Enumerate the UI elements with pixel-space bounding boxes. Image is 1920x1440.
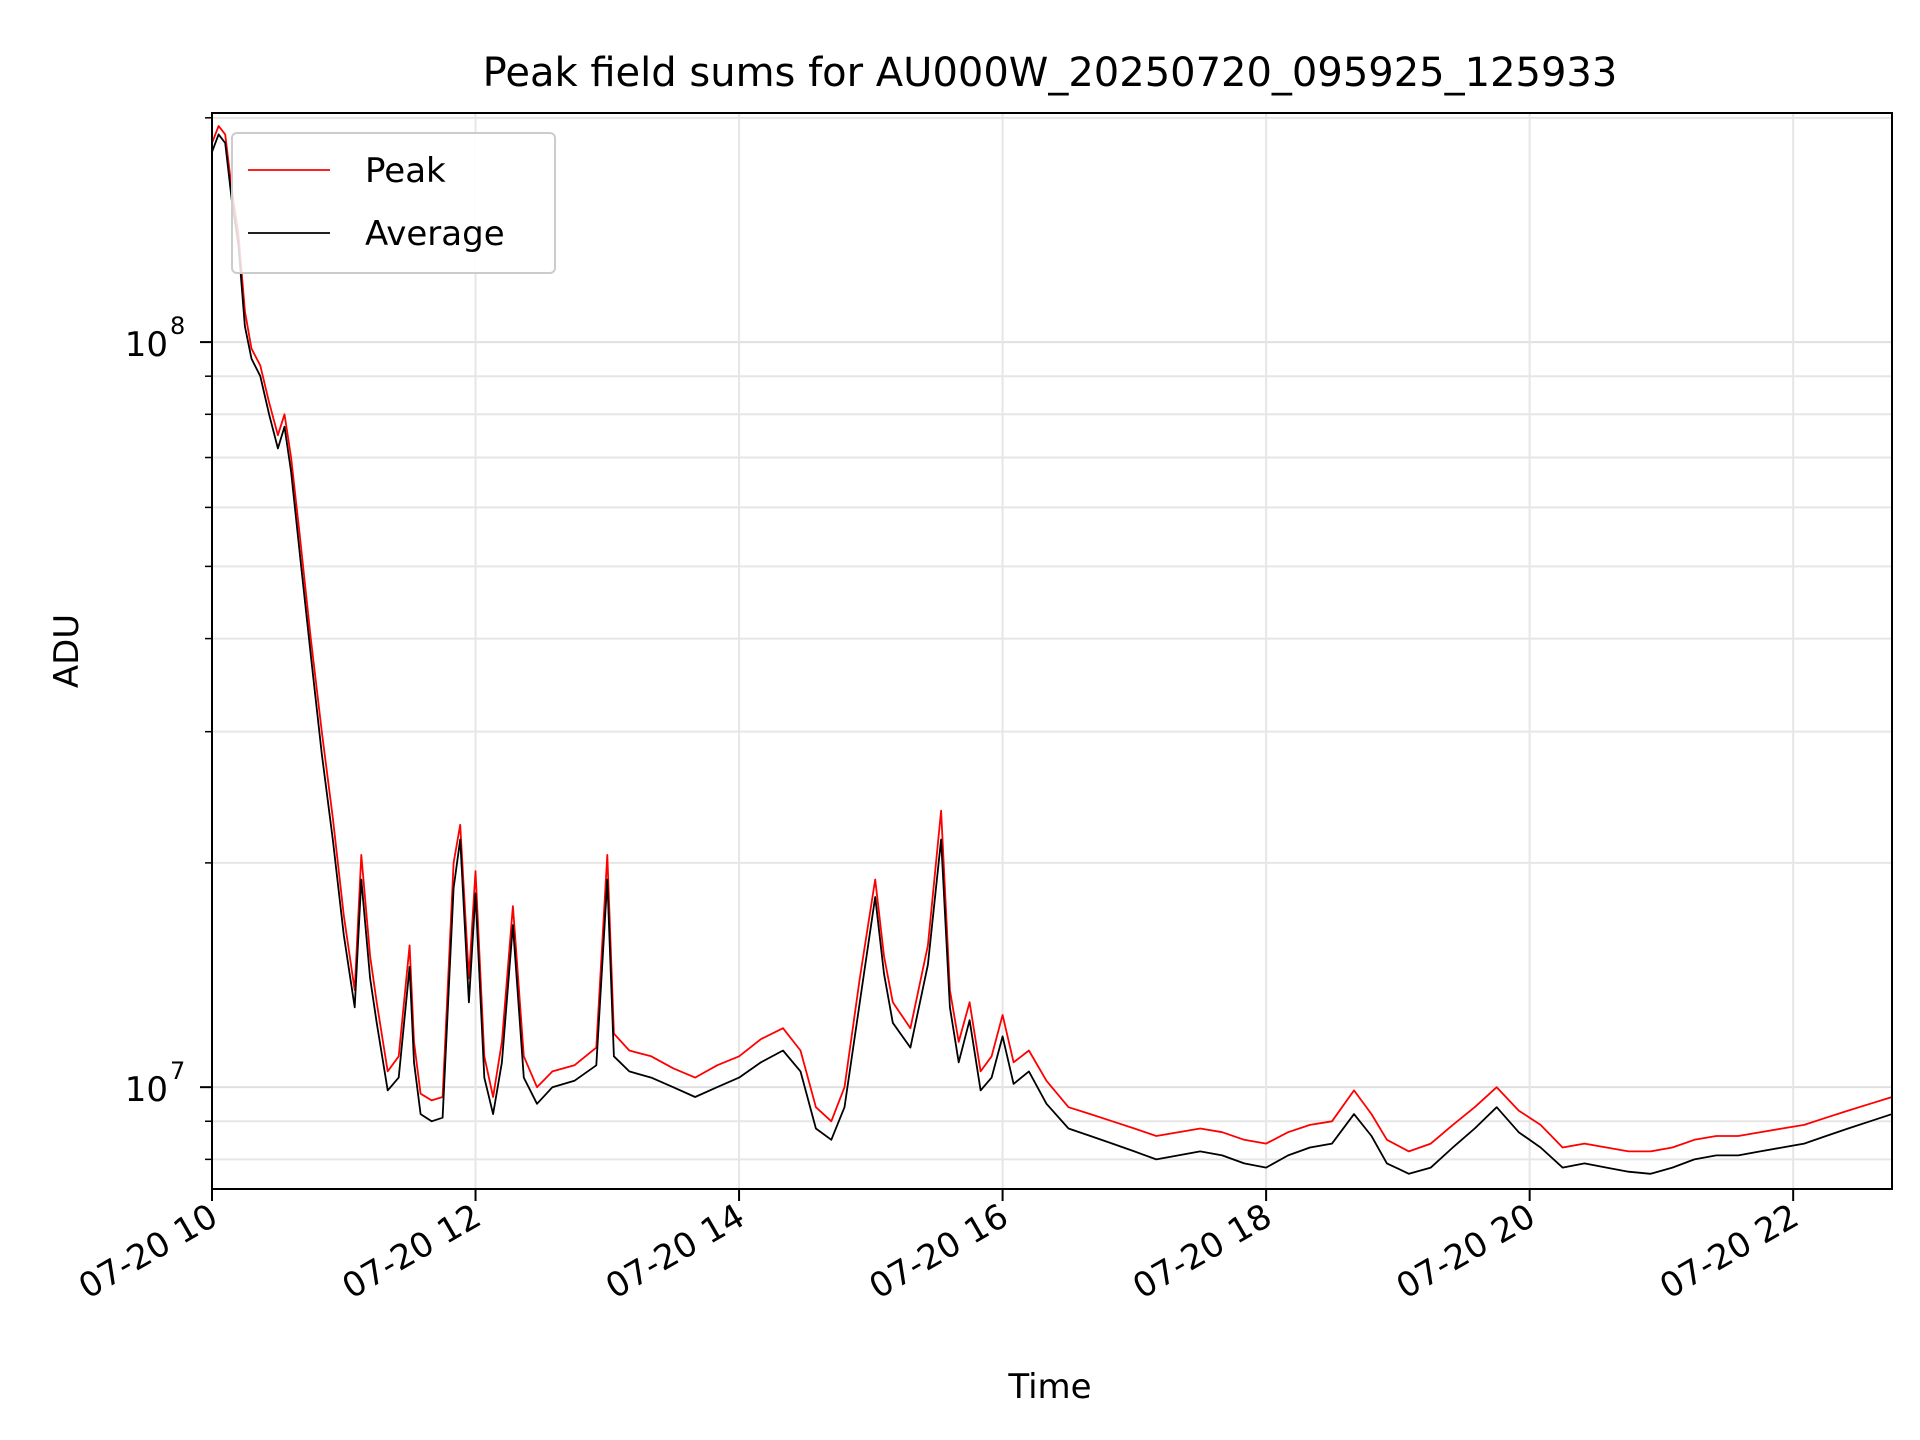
y-tick-exponent: 8 <box>170 312 185 340</box>
y-tick-exponent: 7 <box>170 1057 185 1085</box>
series-line-average <box>212 133 1892 1175</box>
series <box>212 125 1892 1175</box>
x-axis-label: Time <box>1007 1367 1091 1407</box>
legend-box <box>231 132 556 274</box>
grid <box>211 113 1892 1189</box>
legend: Peak Average <box>231 132 556 274</box>
series-line-peak <box>212 125 1892 1153</box>
legend-average-label: Average <box>365 214 505 254</box>
y-axis-label: ADU <box>47 614 87 688</box>
y-tick-label: 10 <box>125 325 168 365</box>
y-tick-label: 10 <box>125 1070 168 1110</box>
legend-peak-label: Peak <box>365 151 446 191</box>
plot-frame <box>211 112 1893 1190</box>
chart-title: Peak field sums for AU000W_20250720_0959… <box>483 50 1618 96</box>
